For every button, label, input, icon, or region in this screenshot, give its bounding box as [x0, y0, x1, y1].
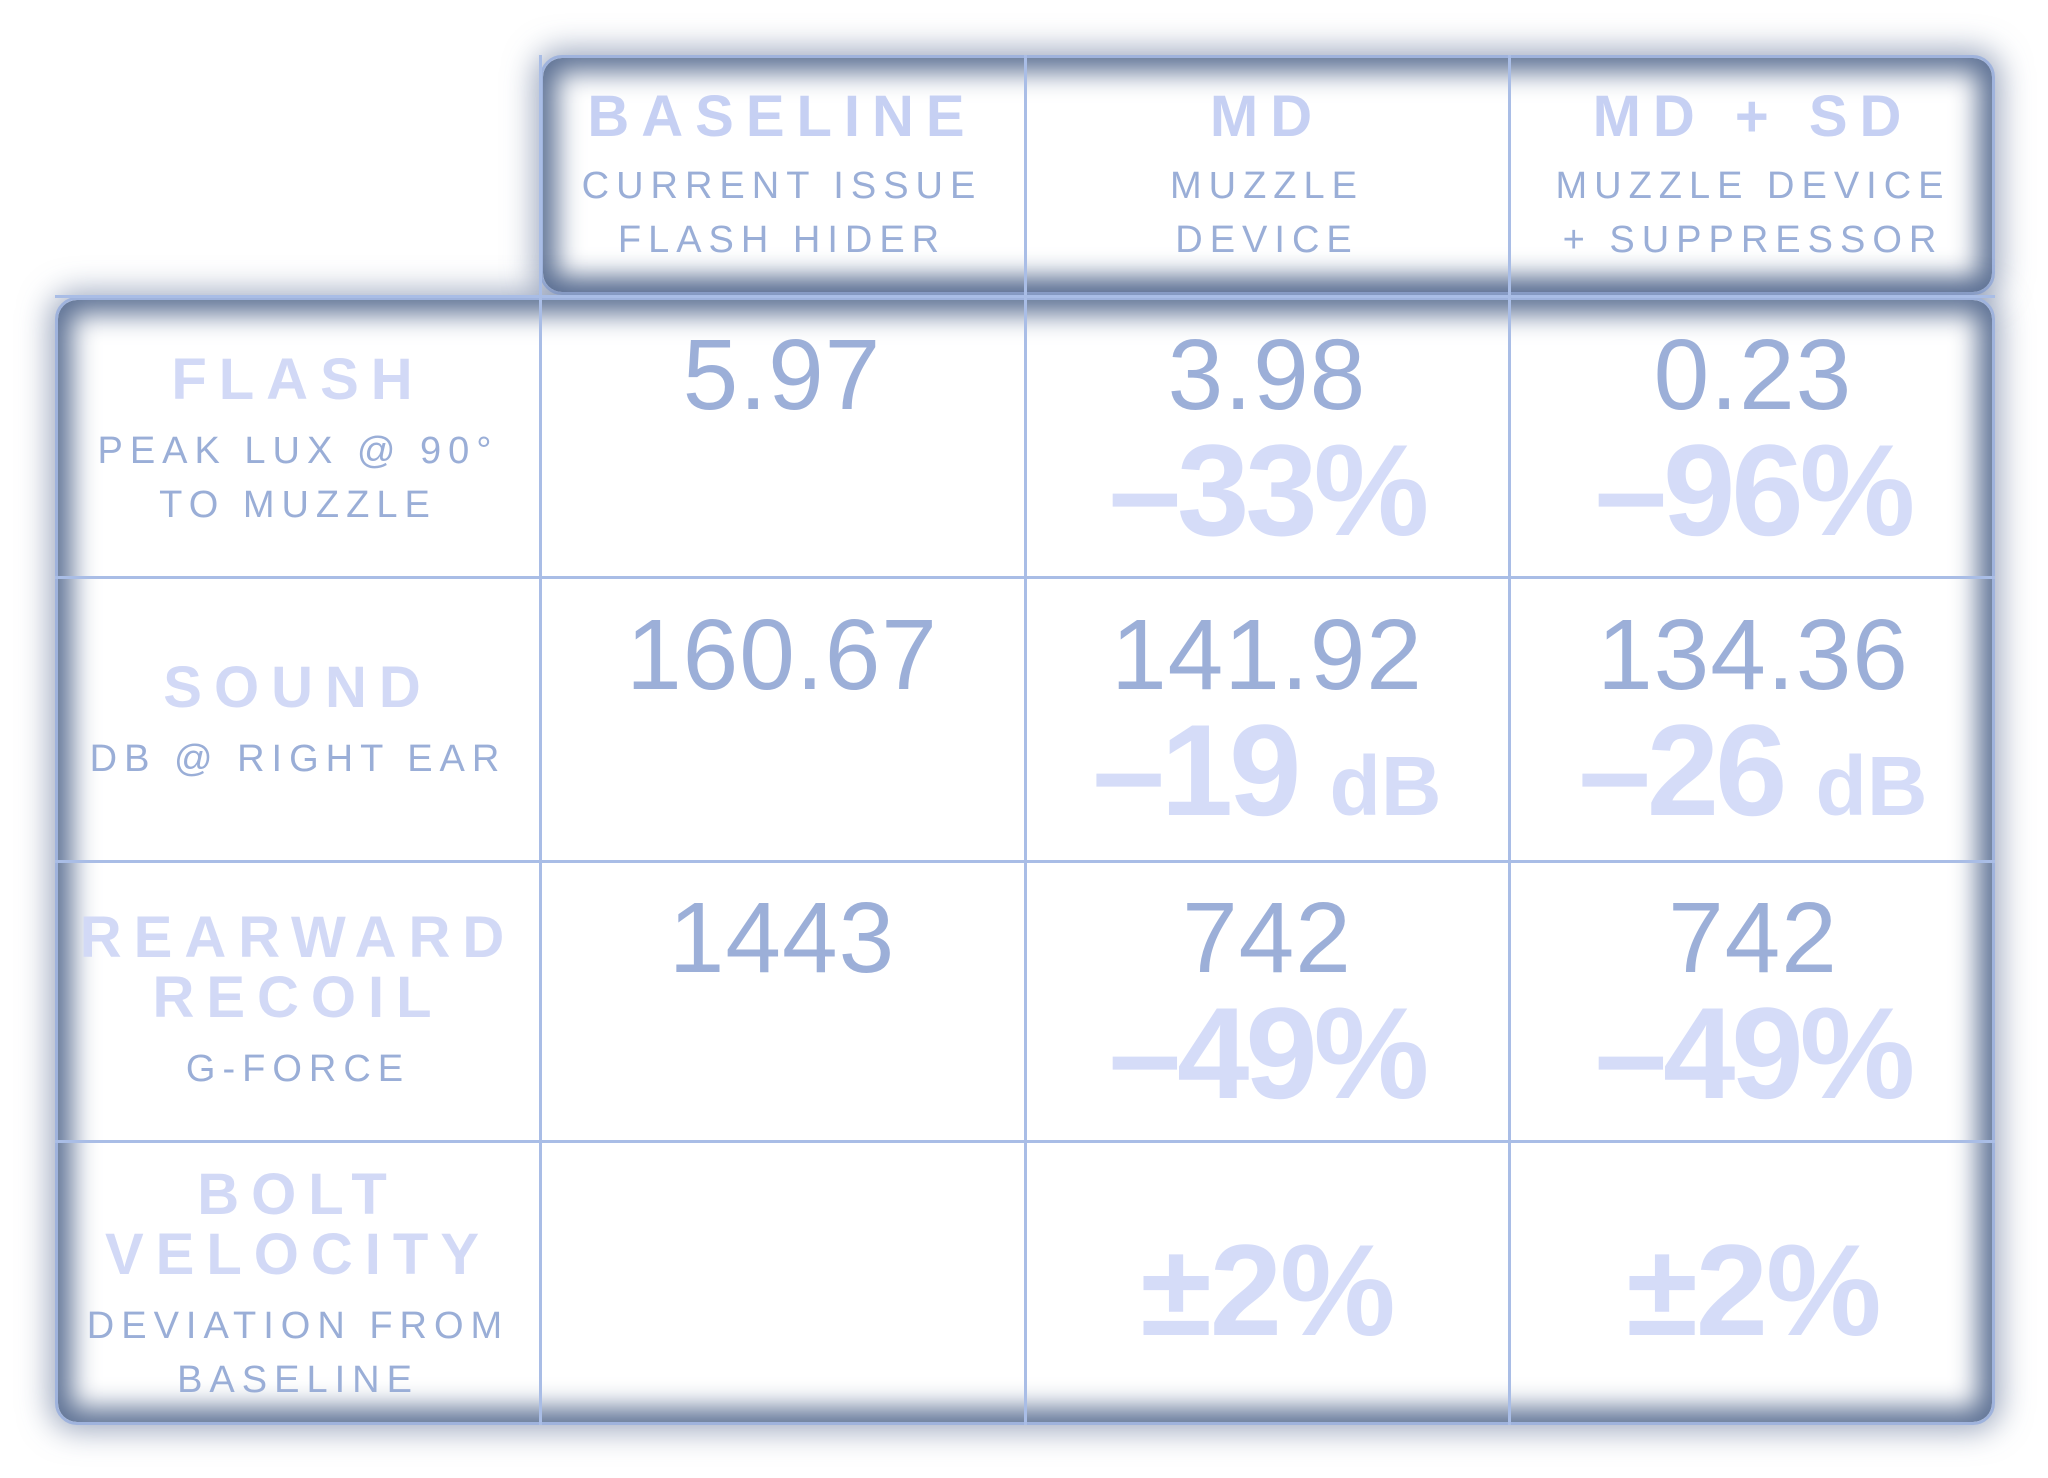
data-cell-empty	[542, 1143, 1022, 1423]
row-header-rearward-recoil: REARWARD RECOIL G-FORCE	[58, 908, 538, 1096]
column-header-md: MD MUZZLE DEVICE	[1027, 85, 1507, 267]
cell-change: –19 dB	[1092, 705, 1441, 851]
row-subtitle: TO MUZZLE	[159, 484, 437, 526]
row-subtitle: DB @ RIGHT EAR	[89, 738, 507, 780]
cell-value: 0.23	[1653, 319, 1853, 431]
data-cell: ±2%	[1027, 1225, 1507, 1355]
column-subtitle: MUZZLE DEVICE	[1555, 165, 1951, 207]
grid-line	[539, 55, 542, 1425]
cell-change: ±2%	[1140, 1217, 1395, 1363]
column-subtitle: FLASH HIDER	[617, 219, 947, 261]
cell-value: 3.98	[1167, 319, 1367, 431]
grid-line	[1508, 55, 1511, 1425]
cell-value: 134.36	[1597, 599, 1909, 711]
cell-change: –33%	[1108, 417, 1429, 563]
grid-line	[1024, 55, 1027, 1425]
column-subtitle: DEVICE	[1175, 219, 1359, 261]
cell-value: 742	[1668, 882, 1838, 994]
row-title: REARWARD	[79, 905, 517, 970]
cell-value: 141.92	[1111, 599, 1423, 711]
data-cell: 742 –49%	[1027, 888, 1507, 1118]
column-subtitle: MUZZLE	[1170, 165, 1364, 207]
row-header-sound: SOUND DB @ RIGHT EAR	[58, 658, 538, 786]
row-title: BOLT	[197, 1162, 399, 1227]
data-cell: 160.67	[542, 605, 1022, 705]
column-header-md-sd: MD + SD MUZZLE DEVICE + SUPPRESSOR	[1511, 85, 1995, 267]
change-number: –26	[1578, 697, 1787, 843]
row-title: FLASH	[171, 347, 425, 412]
row-subtitle: BASELINE	[177, 1359, 419, 1401]
grid-line	[55, 295, 1995, 298]
row-title: RECOIL	[152, 965, 444, 1030]
data-cell: ±2%	[1511, 1225, 1995, 1355]
column-subtitle: CURRENT ISSUE	[581, 165, 983, 207]
data-cell: 5.97	[542, 325, 1022, 425]
row-subtitle: PEAK LUX @ 90°	[97, 430, 499, 472]
cell-change: –96%	[1594, 417, 1915, 563]
column-header-baseline: BASELINE CURRENT ISSUE FLASH HIDER	[542, 85, 1022, 267]
data-cell: 134.36 –26 dB	[1511, 605, 1995, 851]
cell-change: –49%	[1108, 980, 1429, 1126]
column-title: MD + SD	[1592, 84, 1914, 149]
cell-change: –49%	[1594, 980, 1915, 1126]
row-title: SOUND	[163, 655, 433, 720]
row-subtitle: DEVIATION FROM	[86, 1305, 510, 1347]
cell-change: ±2%	[1626, 1217, 1881, 1363]
grid-line	[55, 576, 1995, 579]
data-cell: 141.92 –19 dB	[1027, 605, 1507, 851]
cell-value: 742	[1182, 882, 1352, 994]
change-unit: dB	[1815, 739, 1928, 833]
row-header-bolt-velocity: BOLT VELOCITY DEVIATION FROM BASELINE	[58, 1165, 538, 1407]
column-subtitle: + SUPPRESSOR	[1562, 219, 1944, 261]
cell-value: 160.67	[626, 599, 938, 711]
row-subtitle: G-FORCE	[185, 1048, 411, 1090]
data-cell: 0.23 –96%	[1511, 325, 1995, 555]
frame-header	[540, 55, 1995, 295]
change-unit: dB	[1329, 739, 1442, 833]
grid-line	[55, 860, 1995, 863]
change-number: –19	[1092, 697, 1301, 843]
row-title: VELOCITY	[104, 1222, 492, 1287]
data-cell: 3.98 –33%	[1027, 325, 1507, 555]
cell-value: 1443	[668, 882, 896, 994]
cell-value: 5.97	[682, 319, 882, 431]
column-title: MD	[1209, 84, 1325, 149]
cell-change: –26 dB	[1578, 705, 1927, 851]
row-header-flash: FLASH PEAK LUX @ 90° TO MUZZLE	[58, 350, 538, 532]
data-cell: 742 –49%	[1511, 888, 1995, 1118]
grid-line	[55, 1140, 1995, 1143]
data-cell: 1443	[542, 888, 1022, 988]
column-title: BASELINE	[587, 84, 977, 149]
